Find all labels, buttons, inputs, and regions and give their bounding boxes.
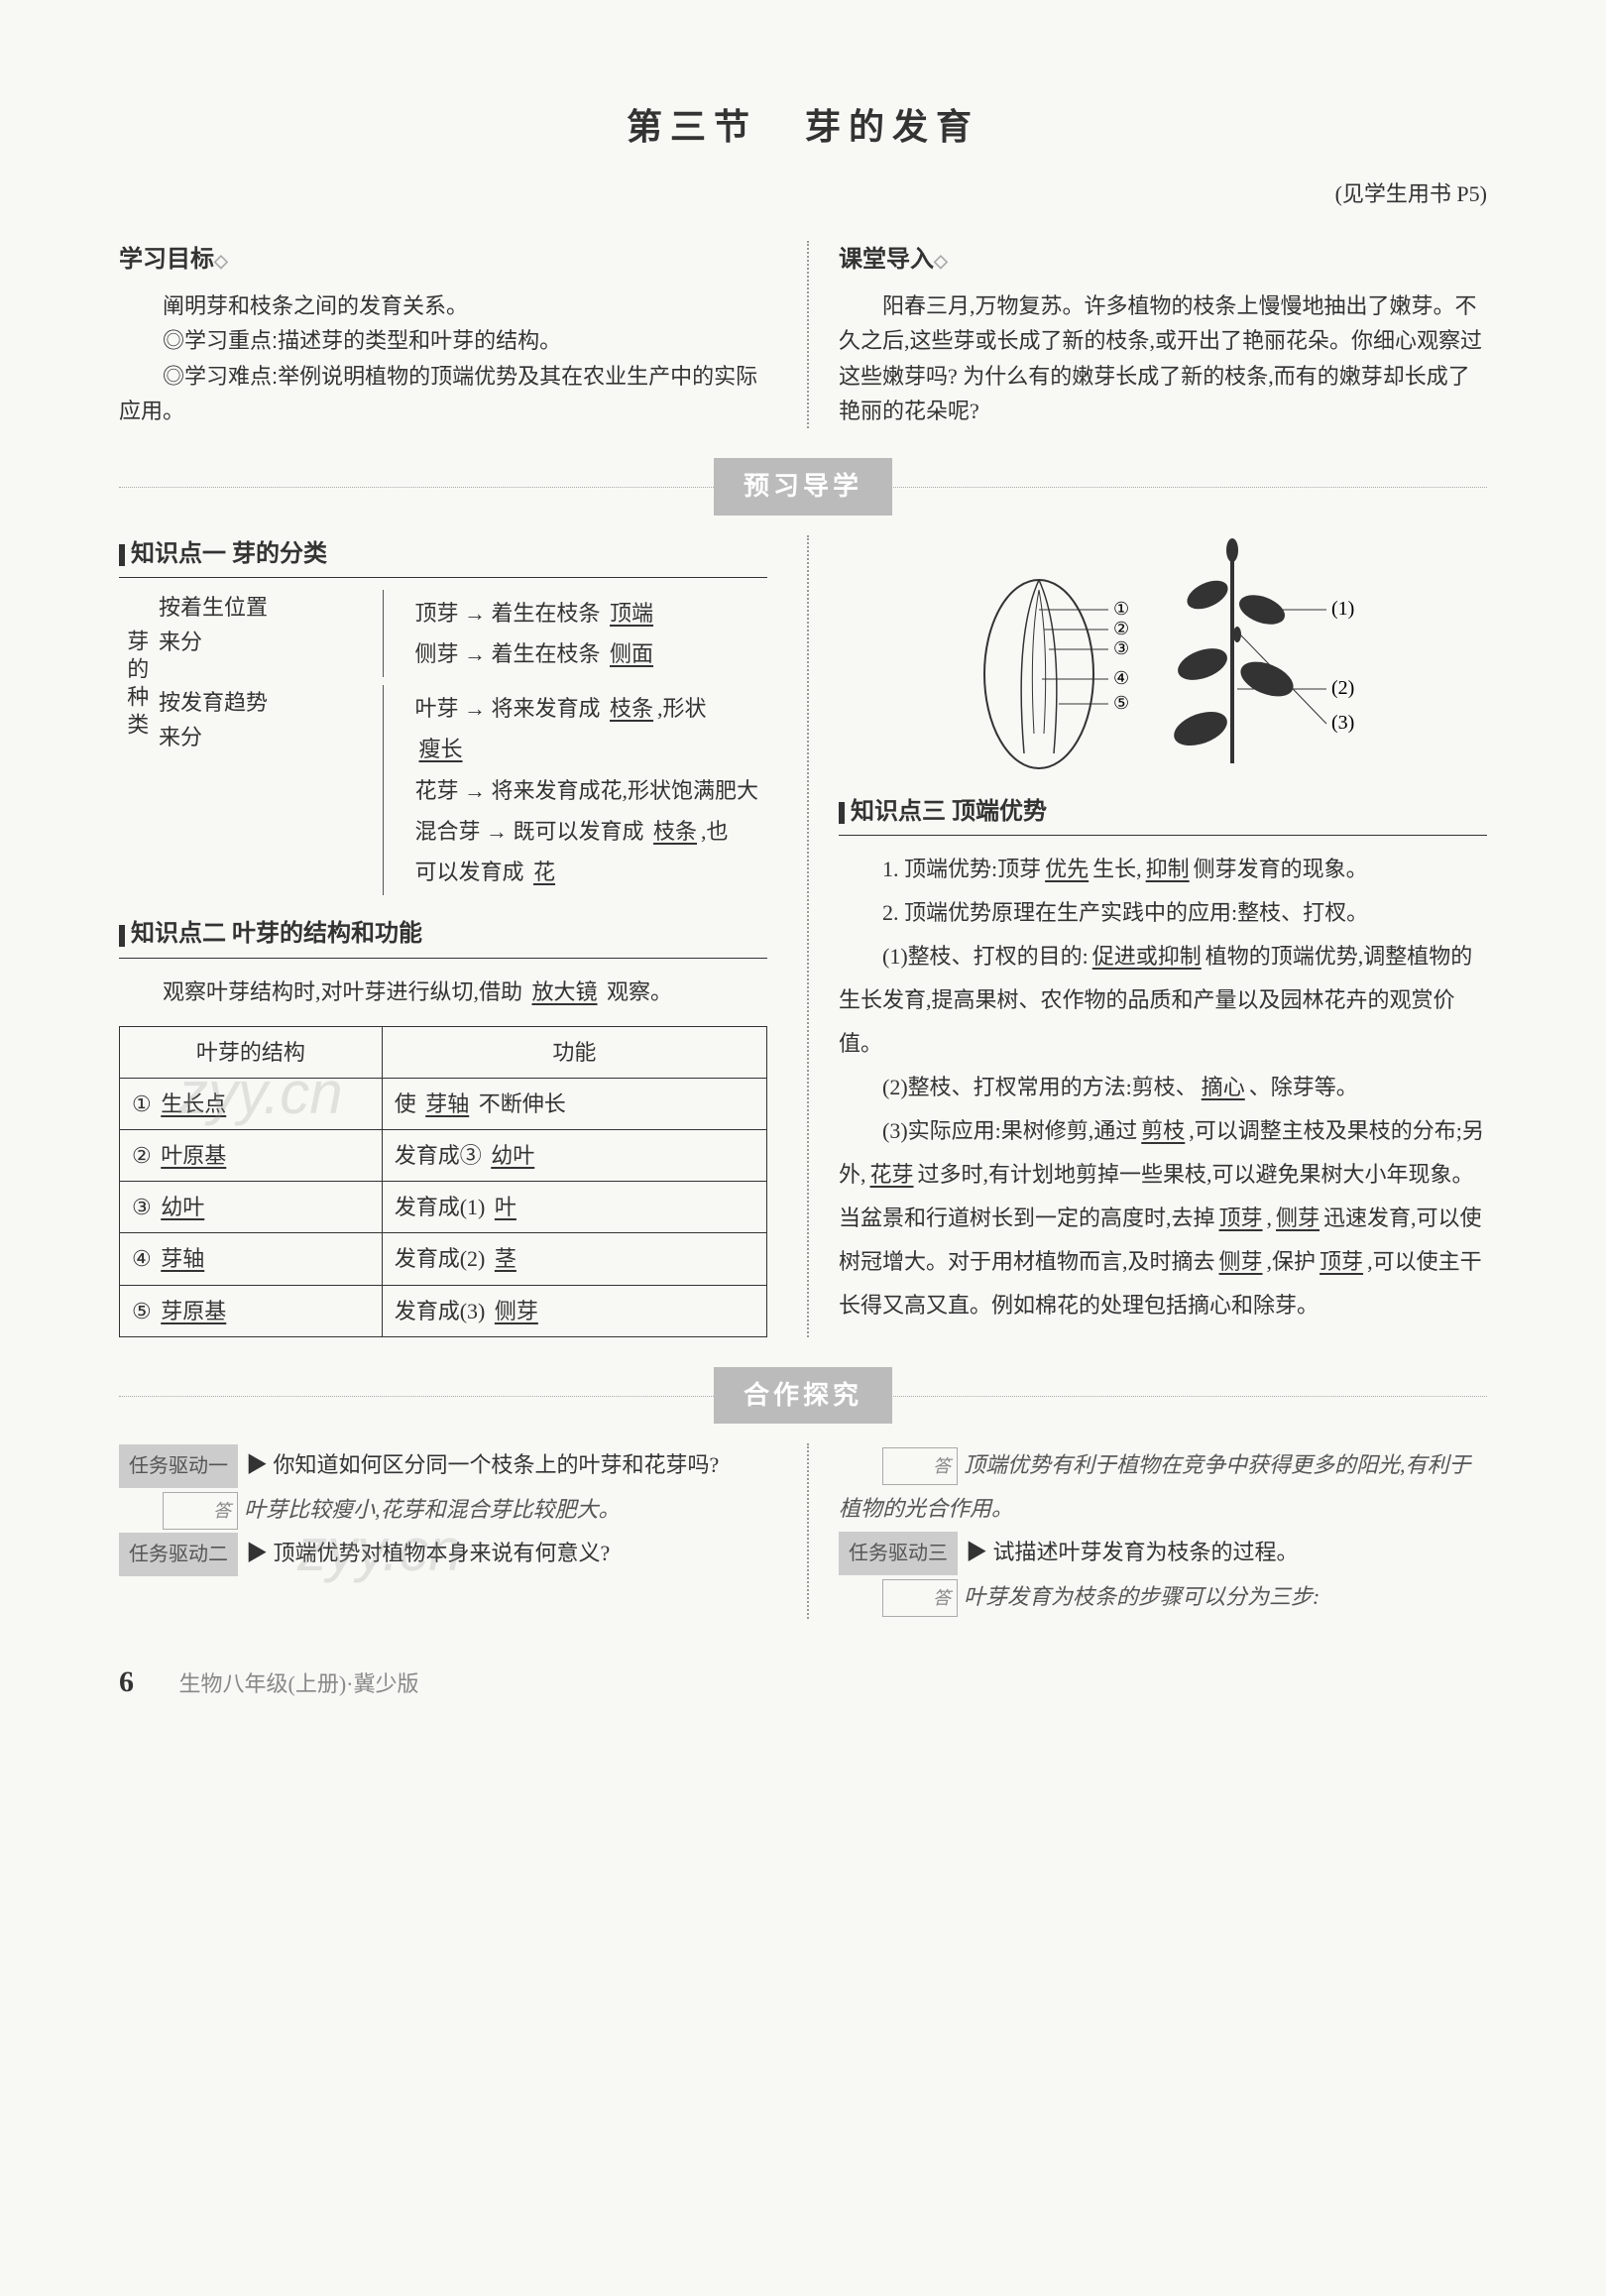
b2-sub3a: 混合芽 → 既可以发育成 枝条,也 — [396, 814, 759, 849]
answer-icon: 答 — [163, 1492, 238, 1530]
preview-columns: 知识点一 芽的分类 芽的种类 按着生位置来分 顶芽 → 着生在枝条 顶端 侧芽 … — [119, 535, 1487, 1337]
explore-banner: 合作探究 — [119, 1367, 1487, 1425]
ans-magnifier: 放大镜 — [528, 979, 602, 1004]
answer-icon: 答 — [882, 1447, 958, 1485]
right-column: ① ② ③ ④ ⑤ (1) (2) (3) — [807, 535, 1487, 1337]
left-column: 知识点一 芽的分类 芽的种类 按着生位置来分 顶芽 → 着生在枝条 顶端 侧芽 … — [119, 535, 767, 1337]
goal-point2: ◎学习难点:举例说明植物的顶端优势及其在农业生产中的实际应用。 — [119, 359, 767, 428]
branch-diagram: (1) (2) (3) — [1163, 535, 1381, 773]
ans-p5-1: 剪枝 — [1137, 1118, 1189, 1143]
ans-p5-4: 侧芽 — [1272, 1205, 1323, 1230]
b2-sub3b: 可以发育成 花 — [396, 855, 759, 889]
table-row: ⑤ 芽原基发育成(3) 侧芽 — [120, 1285, 767, 1336]
title-section: 第三节 芽的发育 — [119, 99, 1487, 157]
ans-p5-3: 顶芽 — [1215, 1205, 1267, 1230]
goal-main: 阐明芽和枝条之间的发育关系。 — [119, 288, 767, 323]
kp3-p3: (1)整枝、打杈的目的:促进或抑制植物的顶端优势,调整植物的生长发育,提高果树、… — [839, 935, 1487, 1066]
ans-p4: 摘心 — [1198, 1075, 1249, 1099]
ans-p3: 促进或抑制 — [1089, 944, 1205, 969]
task3-tag: 任务驱动三 — [839, 1532, 958, 1575]
lbl-3: ③ — [1113, 638, 1129, 658]
lbl-1: ① — [1113, 599, 1129, 619]
b2-sub1b: 瘦长 — [396, 732, 759, 766]
rlbl-1: (1) — [1331, 598, 1354, 620]
rlbl-3: (3) — [1331, 712, 1354, 734]
kp3-p2: 2. 顶端优势原理在生产实践中的应用:整枝、打杈。 — [839, 891, 1487, 935]
answer-icon: 答 — [882, 1579, 958, 1617]
kp3-p1: 1. 顶端优势:顶芽优先生长,抑制侧芽发育的现象。 — [839, 848, 1487, 891]
task3-answer: 答叶芽发育为枝条的步骤可以分为三步: — [839, 1575, 1487, 1619]
section-name: 芽的发育 — [805, 107, 979, 147]
task-left: 任务驱动一▶ 你知道如何区分同一个枝条上的叶芽和花芽吗? 答叶芽比较瘦小,花芽和… — [119, 1443, 767, 1619]
th-function: 功能 — [382, 1026, 766, 1078]
goal-point1: ◎学习重点:描述芽的类型和叶芽的结构。 — [119, 323, 767, 358]
lbl-4: ④ — [1113, 668, 1129, 688]
study-goals-col: 学习目标◇ 阐明芽和枝条之间的发育关系。 ◎学习重点:描述芽的类型和叶芽的结构。… — [119, 241, 767, 428]
task3: 任务驱动三▶ 试描述叶芽发育为枝条的过程。 — [839, 1531, 1487, 1575]
preview-banner: 预习导学 — [119, 458, 1487, 516]
table-row: ② 叶原基发育成③ 幼叶 — [120, 1129, 767, 1181]
ans-p1-1: 优先 — [1041, 857, 1092, 881]
bud-cross-section: ① ② ③ ④ ⑤ — [945, 535, 1133, 773]
task1-answer: 答叶芽比较瘦小,花芽和混合芽比较肥大。 — [119, 1488, 767, 1532]
ans-b2s3a: 枝条 — [649, 819, 701, 844]
task2-tag: 任务驱动二 — [119, 1533, 238, 1576]
lbl-2: ② — [1113, 619, 1129, 638]
branch-trend: 按发育趋势来分 叶芽 → 将来发育成 枝条,形状 瘦长 花芽 → 将来发育成花,… — [159, 685, 767, 895]
kp3-p5: (3)实际应用:果树修剪,通过剪枝,可以调整主枝及果枝的分布;另外,花芽过多时,… — [839, 1109, 1487, 1327]
banner2-text: 合作探究 — [714, 1367, 892, 1425]
task-right: 答顶端优势有利于植物在竞争中获得更多的阳光,有利于植物的光合作用。 任务驱动三▶… — [807, 1443, 1487, 1619]
page-reference: (见学生用书 P5) — [119, 176, 1487, 211]
bud-diagram: ① ② ③ ④ ⑤ (1) (2) (3) — [839, 535, 1487, 773]
branch-position: 按着生位置来分 顶芽 → 着生在枝条 顶端 侧芽 → 着生在枝条 侧面 — [159, 590, 767, 677]
ans-b1s2: 侧面 — [606, 641, 657, 666]
ans-b1s1: 顶端 — [606, 601, 657, 626]
kp2-intro: 观察叶芽结构时,对叶芽进行纵切,借助 放大镜 观察。 — [119, 971, 767, 1014]
class-intro-col: 课堂导入◇ 阳春三月,万物复苏。许多植物的枝条上慢慢地抽出了嫩芽。不久之后,这些… — [807, 241, 1487, 428]
structure-table: 叶芽的结构 功能 ① 生长点使 芽轴 不断伸长② 叶原基发育成③ 幼叶 ③ 幼叶… — [119, 1026, 767, 1337]
table-row: ④ 芽轴发育成(2) 茎 — [120, 1233, 767, 1285]
ans-p5-5: 侧芽 — [1215, 1249, 1267, 1274]
kp3-header: 知识点三 顶端优势 — [839, 793, 1487, 836]
b2-sub2: 花芽 → 将来发育成花,形状饱满肥大 — [396, 773, 759, 808]
section-number: 第三节 — [627, 107, 757, 147]
class-intro-header: 课堂导入◇ — [839, 241, 1487, 279]
intro-columns: 学习目标◇ 阐明芽和枝条之间的发育关系。 ◎学习重点:描述芽的类型和叶芽的结构。… — [119, 241, 1487, 428]
classification-tree: 芽的种类 按着生位置来分 顶芽 → 着生在枝条 顶端 侧芽 → 着生在枝条 侧面… — [119, 590, 767, 895]
kp2-header: 知识点二 叶芽的结构和功能 — [119, 915, 767, 958]
b1-sub1: 顶芽 → 着生在枝条 顶端 — [396, 596, 658, 631]
task1-tag: 任务驱动一 — [119, 1444, 238, 1488]
ans-b2s1b: 瘦长 — [415, 737, 467, 761]
task1: 任务驱动一▶ 你知道如何区分同一个枝条上的叶芽和花芽吗? — [119, 1443, 767, 1488]
ans-p1-2: 抑制 — [1142, 857, 1194, 881]
tree-root: 芽的种类 — [119, 630, 154, 741]
kp1-header: 知识点一 芽的分类 — [119, 535, 767, 578]
ans-b2s1: 枝条 — [606, 696, 657, 721]
book-title: 生物八年级(上册)·冀少版 — [179, 1671, 419, 1696]
page-footer: 6 生物八年级(上册)·冀少版 — [119, 1659, 1487, 1706]
task-columns: zyy.cn 任务驱动一▶ 你知道如何区分同一个枝条上的叶芽和花芽吗? 答叶芽比… — [119, 1443, 1487, 1619]
kp3-p4: (2)整枝、打杈常用的方法:剪枝、摘心、除芽等。 — [839, 1066, 1487, 1109]
banner1-text: 预习导学 — [714, 458, 892, 516]
ans-b2s3b: 花 — [529, 860, 559, 884]
task2: 任务驱动二▶ 顶端优势对植物本身来说有何意义? — [119, 1532, 767, 1576]
kp3-body: 1. 顶端优势:顶芽优先生长,抑制侧芽发育的现象。 2. 顶端优势原理在生产实践… — [839, 848, 1487, 1327]
lbl-5: ⑤ — [1113, 693, 1129, 713]
table-row: ③ 幼叶发育成(1) 叶 — [120, 1182, 767, 1233]
th-structure: 叶芽的结构 — [120, 1026, 383, 1078]
table-row: ① 生长点使 芽轴 不断伸长 — [120, 1078, 767, 1129]
ans-p5-2: 花芽 — [866, 1162, 918, 1187]
task2-answer: 答顶端优势有利于植物在竞争中获得更多的阳光,有利于植物的光合作用。 — [839, 1443, 1487, 1531]
ans-p5-6: 顶芽 — [1316, 1249, 1367, 1274]
rlbl-2: (2) — [1331, 677, 1354, 699]
class-intro-text: 阳春三月,万物复苏。许多植物的枝条上慢慢地抽出了嫩芽。不久之后,这些芽或长成了新… — [839, 288, 1487, 428]
study-goals-header: 学习目标◇ — [119, 241, 767, 279]
page-number: 6 — [119, 1665, 134, 1698]
b2-sub1: 叶芽 → 将来发育成 枝条,形状 — [396, 691, 759, 726]
b1-sub2: 侧芽 → 着生在枝条 侧面 — [396, 636, 658, 671]
